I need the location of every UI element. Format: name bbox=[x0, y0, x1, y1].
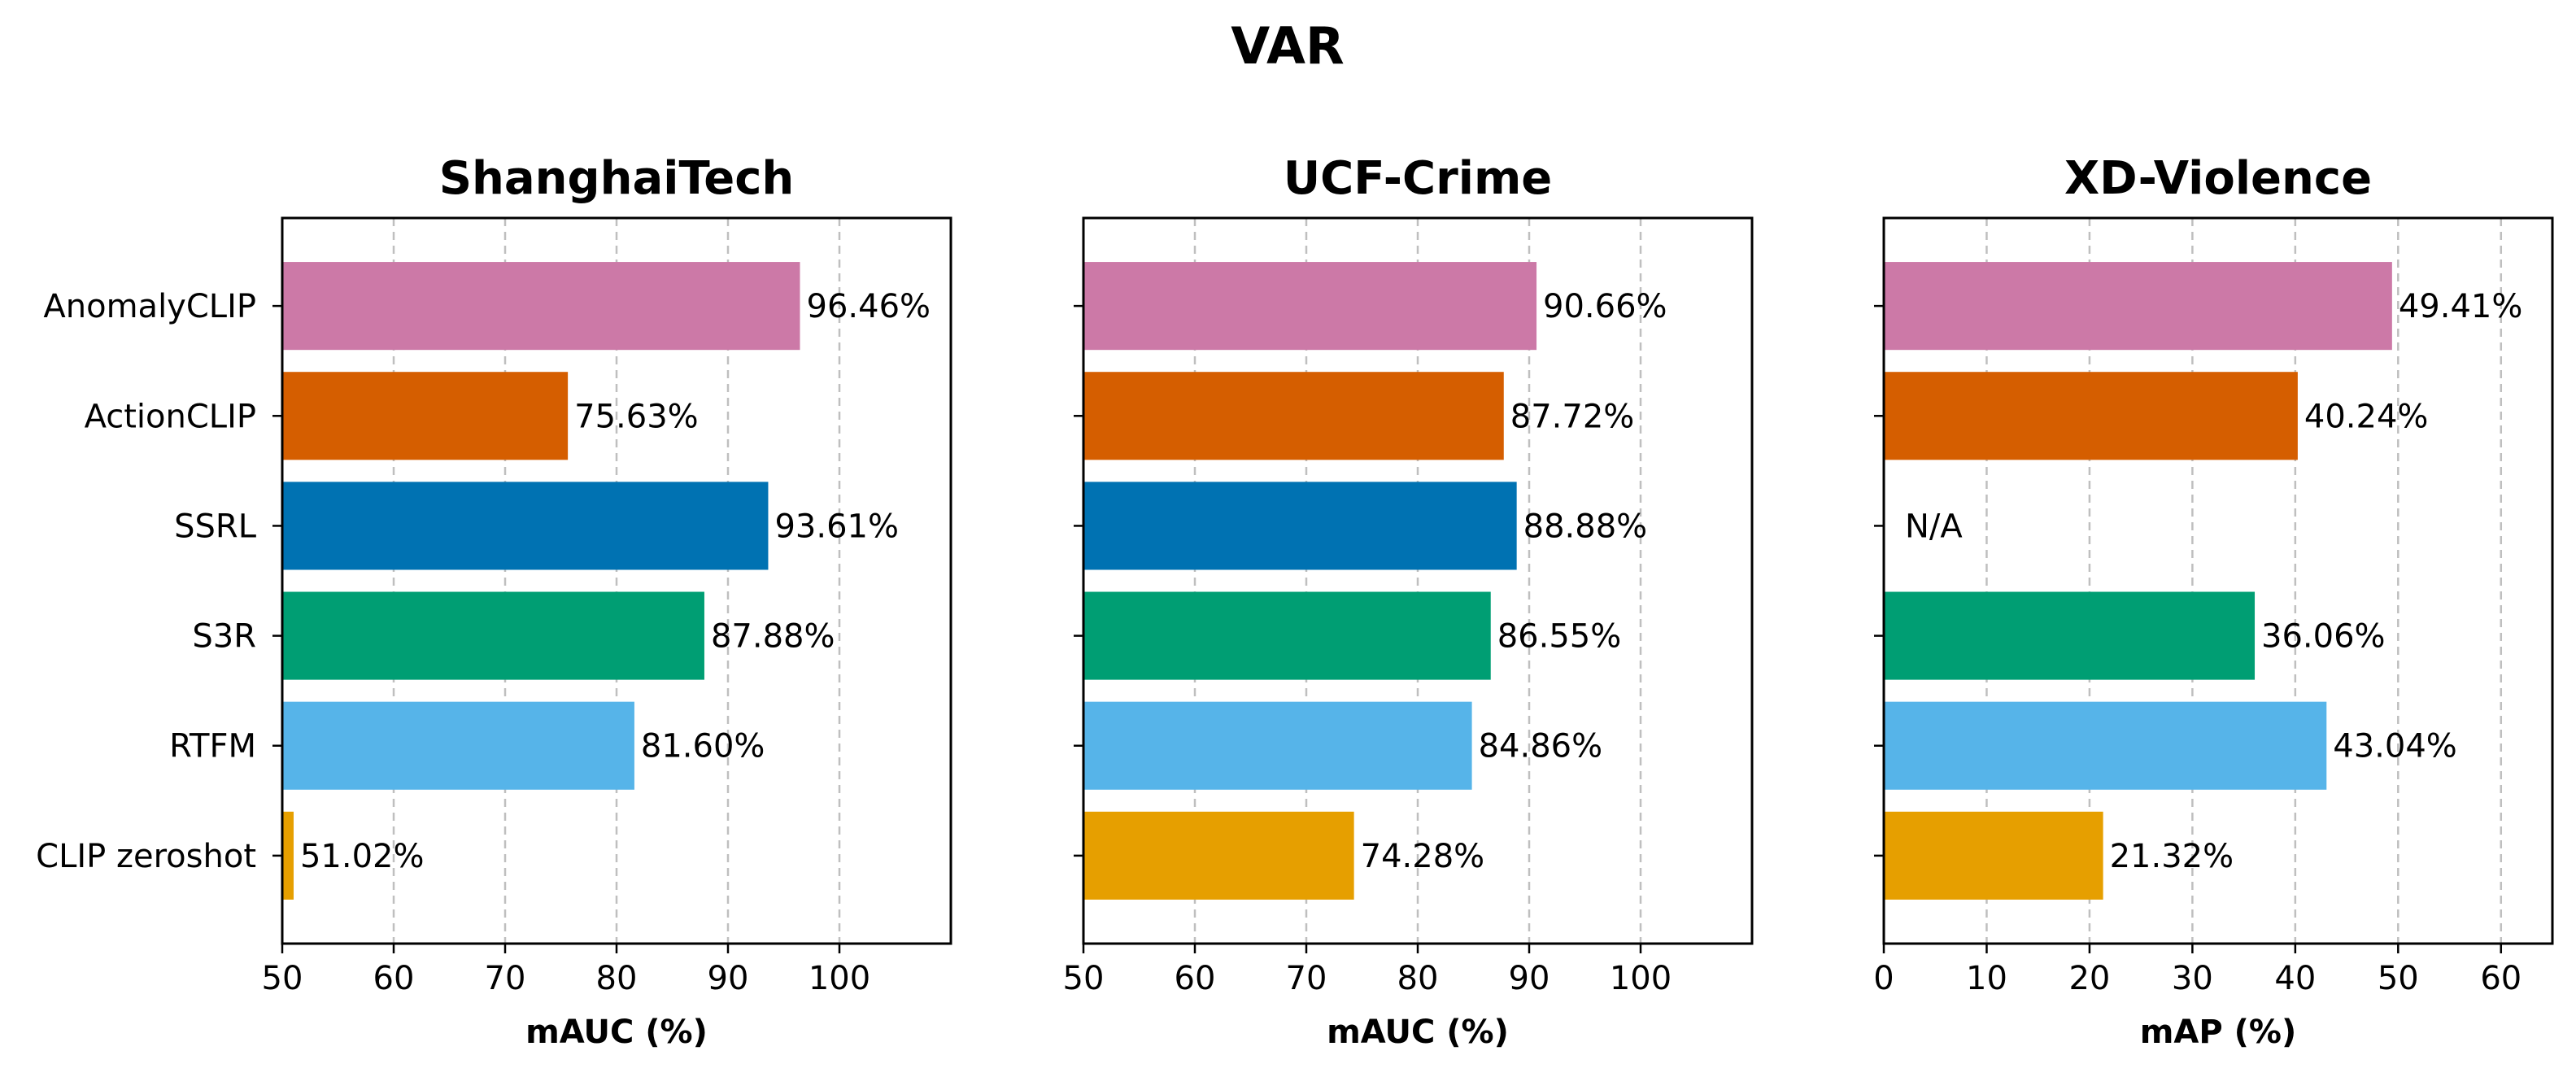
data-label-xd-violence-clip-zeroshot: 21.32% bbox=[2110, 838, 2234, 875]
data-label-ucf-crime-actionclip: 87.72% bbox=[1510, 398, 1635, 435]
xtick-label-ucf-crime-1: 60 bbox=[1175, 960, 1216, 997]
data-label-shanghaitech-clip-zeroshot: 51.02% bbox=[300, 838, 425, 875]
panel-title-ucf-crime: UCF-Crime bbox=[1284, 152, 1553, 205]
data-label-xd-violence-rtfm: 43.04% bbox=[2333, 728, 2457, 765]
xtick-label-ucf-crime-3: 80 bbox=[1397, 960, 1439, 997]
data-label-xd-violence-ssrl: N/A bbox=[1905, 508, 1963, 545]
xtick-label-xd-violence-0: 0 bbox=[1873, 960, 1894, 997]
bar-xd-violence-clip-zeroshot bbox=[1884, 811, 2103, 900]
bar-ucf-crime-s3r bbox=[1083, 591, 1491, 680]
xtick-label-shanghaitech-1: 60 bbox=[373, 960, 415, 997]
xtick-label-xd-violence-3: 30 bbox=[2172, 960, 2213, 997]
bar-shanghaitech-ssrl bbox=[282, 482, 769, 570]
panel-title-shanghaitech: ShanghaiTech bbox=[439, 152, 795, 205]
xtick-label-shanghaitech-2: 70 bbox=[485, 960, 526, 997]
xaxis-label-xd-violence: mAP (%) bbox=[2140, 1014, 2297, 1051]
xtick-label-xd-violence-4: 40 bbox=[2274, 960, 2316, 997]
chart-suptitle: VAR bbox=[1231, 16, 1345, 76]
bar-xd-violence-actionclip bbox=[1884, 372, 2298, 460]
data-label-shanghaitech-ssrl: 93.61% bbox=[774, 508, 899, 545]
data-label-ucf-crime-anomalyclip: 90.66% bbox=[1543, 288, 1667, 325]
bar-shanghaitech-clip-zeroshot bbox=[282, 811, 294, 900]
xtick-label-shanghaitech-3: 80 bbox=[596, 960, 638, 997]
xaxis-label-ucf-crime: mAUC (%) bbox=[1327, 1014, 1509, 1051]
xtick-label-xd-violence-5: 50 bbox=[2378, 960, 2419, 997]
bar-ucf-crime-actionclip bbox=[1083, 372, 1504, 460]
category-label-rtfm: RTFM bbox=[169, 728, 256, 765]
bar-xd-violence-anomalyclip bbox=[1884, 262, 2392, 351]
xtick-label-xd-violence-6: 60 bbox=[2480, 960, 2522, 997]
category-label-ssrl: SSRL bbox=[174, 508, 257, 545]
plot-frame-xd-violence bbox=[1882, 216, 2554, 945]
bar-shanghaitech-s3r bbox=[282, 591, 704, 680]
xtick-label-ucf-crime-0: 50 bbox=[1063, 960, 1105, 997]
data-label-shanghaitech-s3r: 87.88% bbox=[711, 618, 835, 656]
xtick-label-ucf-crime-4: 90 bbox=[1509, 960, 1550, 997]
xtick-label-xd-violence-2: 20 bbox=[2068, 960, 2110, 997]
data-label-ucf-crime-ssrl: 88.88% bbox=[1523, 508, 1648, 545]
bar-ucf-crime-rtfm bbox=[1083, 701, 1472, 790]
category-label-clip-zeroshot: CLIP zeroshot bbox=[36, 838, 256, 875]
category-label-actionclip: ActionCLIP bbox=[85, 398, 256, 435]
category-label-s3r: S3R bbox=[192, 618, 256, 656]
category-label-anomalyclip: AnomalyCLIP bbox=[43, 288, 256, 325]
bar-ucf-crime-ssrl bbox=[1083, 482, 1517, 570]
data-label-shanghaitech-anomalyclip: 96.46% bbox=[807, 288, 931, 325]
xtick-label-shanghaitech-0: 50 bbox=[262, 960, 303, 997]
data-label-ucf-crime-s3r: 86.55% bbox=[1497, 618, 1622, 656]
xtick-label-ucf-crime-5: 100 bbox=[1610, 960, 1672, 997]
data-label-xd-violence-s3r: 36.06% bbox=[2261, 618, 2386, 656]
bar-xd-violence-rtfm bbox=[1884, 701, 2327, 790]
data-label-shanghaitech-actionclip: 75.63% bbox=[574, 398, 699, 435]
xtick-label-ucf-crime-2: 70 bbox=[1286, 960, 1327, 997]
panel-title-xd-violence: XD-Violence bbox=[2064, 152, 2372, 205]
xaxis-label-shanghaitech: mAUC (%) bbox=[525, 1014, 708, 1051]
bar-shanghaitech-anomalyclip bbox=[282, 262, 800, 351]
xtick-label-shanghaitech-5: 100 bbox=[809, 960, 870, 997]
bar-shanghaitech-actionclip bbox=[282, 372, 569, 460]
bar-xd-violence-s3r bbox=[1884, 591, 2256, 680]
data-label-ucf-crime-clip-zeroshot: 74.28% bbox=[1361, 838, 1485, 875]
xtick-label-shanghaitech-4: 90 bbox=[708, 960, 749, 997]
data-label-xd-violence-actionclip: 40.24% bbox=[2304, 398, 2429, 435]
bar-ucf-crime-anomalyclip bbox=[1083, 262, 1537, 351]
xtick-label-xd-violence-1: 10 bbox=[1966, 960, 2007, 997]
bar-shanghaitech-rtfm bbox=[282, 701, 634, 790]
bar-ucf-crime-clip-zeroshot bbox=[1083, 811, 1354, 900]
data-label-xd-violence-anomalyclip: 49.41% bbox=[2399, 288, 2523, 325]
data-label-ucf-crime-rtfm: 84.86% bbox=[1479, 728, 1603, 765]
data-label-shanghaitech-rtfm: 81.60% bbox=[641, 728, 765, 765]
